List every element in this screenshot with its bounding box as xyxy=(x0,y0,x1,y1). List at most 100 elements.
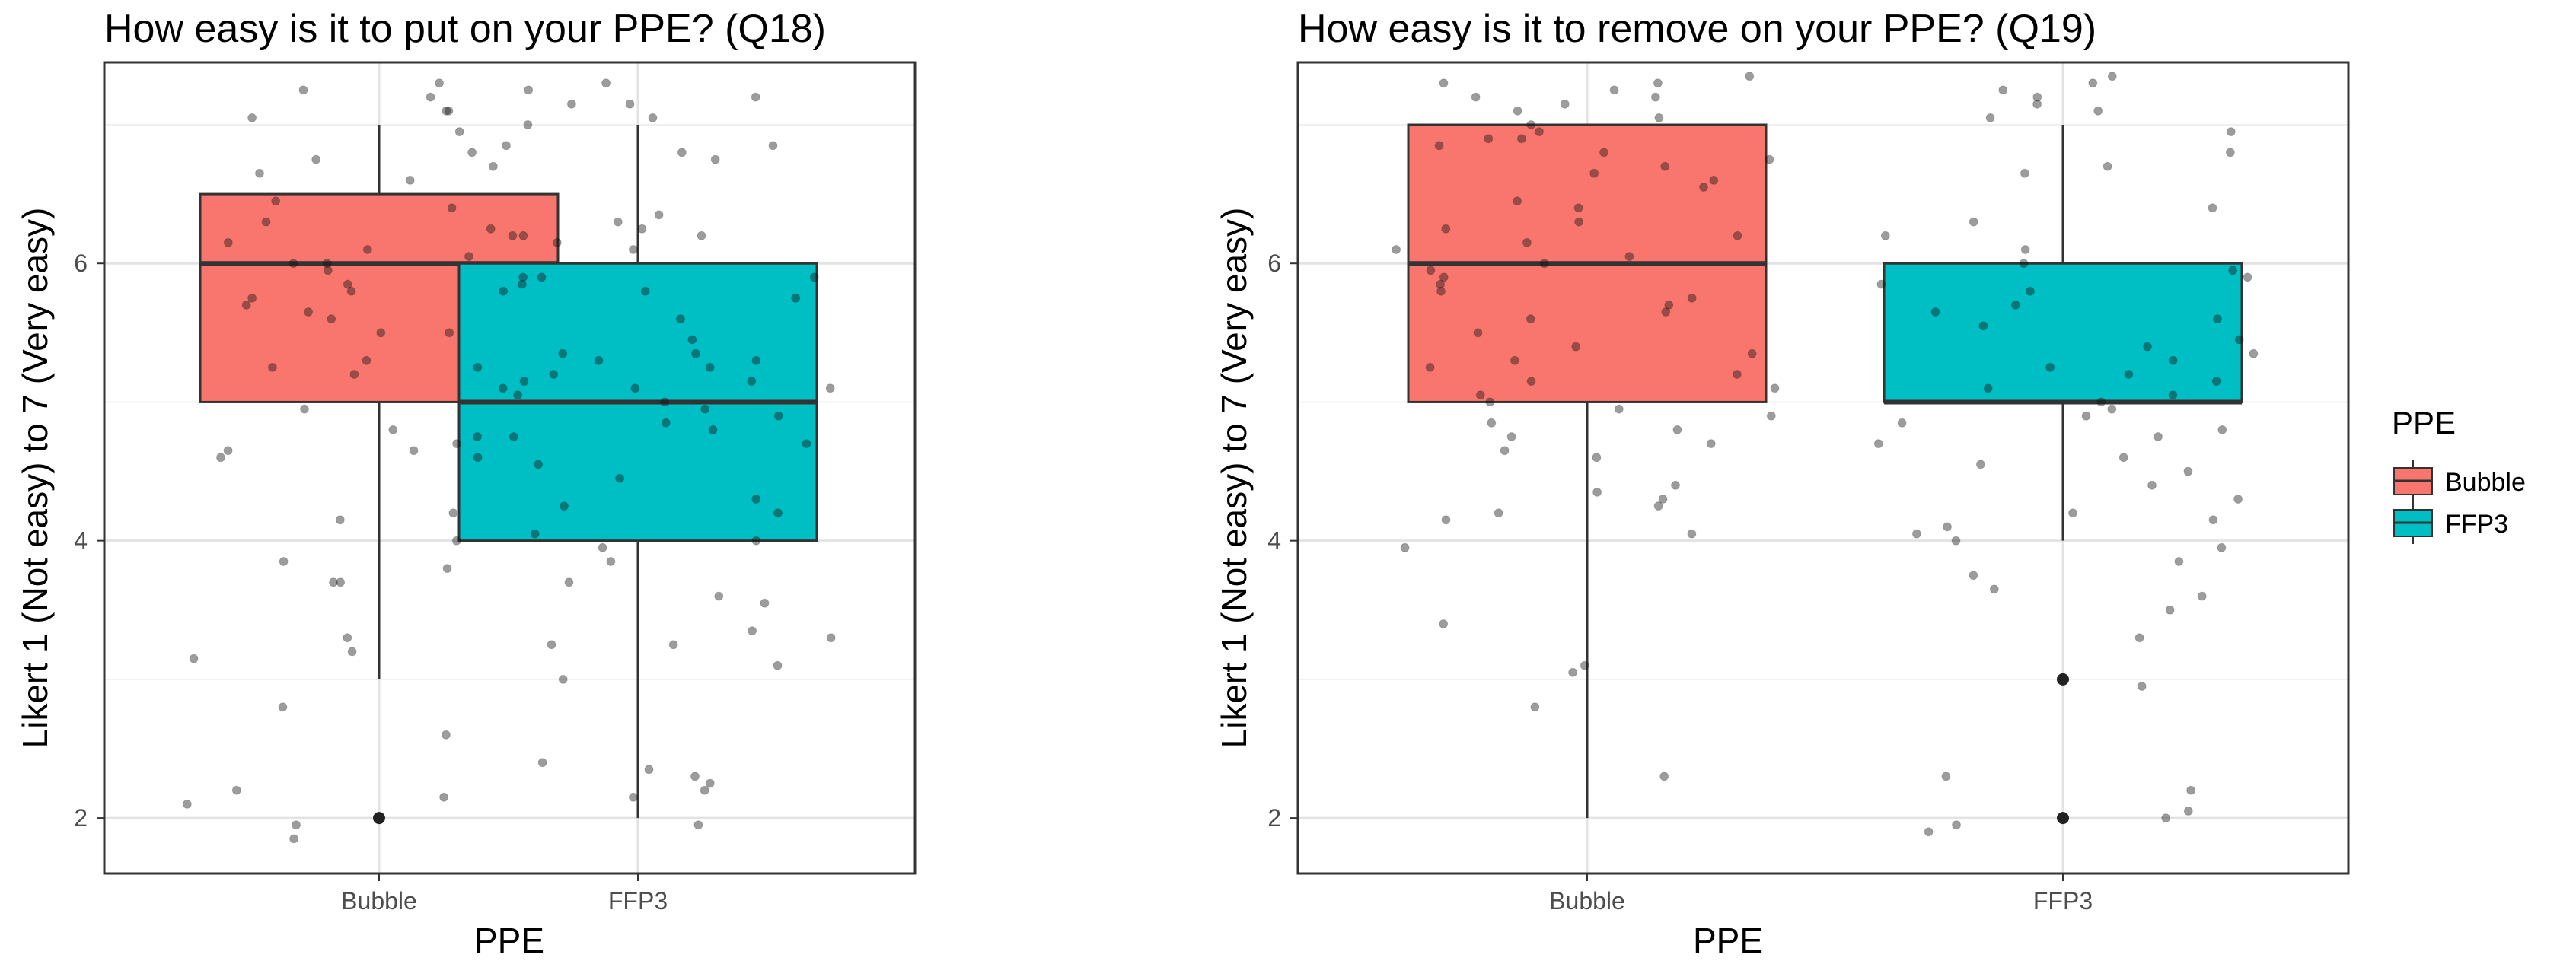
jitter-point-ffp3 xyxy=(2165,605,2175,615)
outlier-point-ffp3 xyxy=(2057,673,2069,686)
jitter-point-ffp3 xyxy=(691,348,700,358)
plot-panel-q18: 2 4 6 xyxy=(74,61,917,881)
jitter-point-bubble xyxy=(566,99,576,109)
jitter-point-ffp3 xyxy=(1924,827,1934,837)
jitter-point-bubble xyxy=(327,314,336,324)
jitter-point-bubble xyxy=(1687,293,1697,303)
jitter-point-ffp3 xyxy=(1943,522,1952,532)
jitter-point-bubble xyxy=(452,439,462,449)
jitter-point-ffp3 xyxy=(693,820,703,830)
jitter-point-ffp3 xyxy=(773,411,783,421)
jitter-point-bubble xyxy=(523,120,533,129)
jitter-point-bubble xyxy=(426,92,435,102)
jitter-point-bubble xyxy=(1500,446,1510,456)
jitter-point-ffp3 xyxy=(2096,397,2106,407)
jitter-point-ffp3 xyxy=(1985,113,1995,122)
y-tick-label-2-q19: 2 xyxy=(1267,804,1281,832)
jitter-point-bubble xyxy=(323,266,333,275)
x-axis-title-q19: PPE xyxy=(1693,921,1763,960)
jitter-point-ffp3 xyxy=(2168,390,2178,400)
jitter-point-ffp3 xyxy=(697,231,706,240)
jitter-point-ffp3 xyxy=(549,370,559,379)
jitter-point-bubble xyxy=(343,279,352,289)
jitter-point-ffp3 xyxy=(2217,542,2227,552)
jitter-point-ffp3 xyxy=(2019,259,2029,269)
jitter-point-bubble xyxy=(376,328,386,338)
jitter-point-ffp3 xyxy=(714,591,724,601)
jitter-point-ffp3 xyxy=(613,217,623,227)
jitter-point-bubble xyxy=(1747,348,1757,358)
jitter-point-ffp3 xyxy=(537,758,547,768)
legend-label-ffp3: FFP3 xyxy=(2445,510,2508,539)
jitter-point-bubble xyxy=(473,362,483,372)
jitter-point-bubble xyxy=(347,647,357,657)
jitter-point-bubble xyxy=(537,272,547,282)
jitter-point-bubble xyxy=(1441,515,1451,525)
jitter-point-bubble xyxy=(1659,772,1669,781)
jitter-point-bubble xyxy=(1494,508,1503,518)
jitter-point-ffp3 xyxy=(677,148,687,157)
x-tick-label-bubble-q18: Bubble xyxy=(341,887,417,915)
box-ffp3 xyxy=(1883,262,2243,403)
jitter-point-ffp3 xyxy=(630,383,640,393)
jitter-point-ffp3 xyxy=(751,92,760,102)
jitter-point-ffp3 xyxy=(690,772,700,781)
jitter-point-bubble xyxy=(547,640,556,650)
jitter-point-bubble xyxy=(1400,542,1410,552)
jitter-point-ffp3 xyxy=(675,314,685,324)
jitter-point-bubble xyxy=(518,272,528,282)
y-tick-label-2-q18: 2 xyxy=(74,804,88,832)
jitter-point-ffp3 xyxy=(700,785,709,795)
jitter-point-bubble xyxy=(189,654,199,663)
jitter-point-ffp3 xyxy=(2186,785,2196,795)
jitter-point-bubble xyxy=(278,702,288,712)
jitter-point-ffp3 xyxy=(1998,85,2008,95)
jitter-point-ffp3 xyxy=(2137,682,2147,691)
jitter-point-bubble xyxy=(498,383,508,393)
jitter-point-bubble xyxy=(1671,480,1680,490)
jitter-point-ffp3 xyxy=(661,418,671,428)
jitter-point-bubble xyxy=(1589,168,1599,178)
jitter-point-bubble xyxy=(335,515,345,525)
jitter-point-ffp3 xyxy=(441,730,451,740)
jitter-point-ffp3 xyxy=(700,404,710,414)
jitter-point-ffp3 xyxy=(2020,245,2030,254)
jitter-point-ffp3 xyxy=(809,272,819,282)
jitter-point-bubble xyxy=(1574,217,1584,227)
jitter-point-ffp3 xyxy=(751,355,761,365)
jitter-point-ffp3 xyxy=(773,660,783,670)
jitter-point-bubble xyxy=(508,231,518,240)
legend: PPE Bubble FFP3 xyxy=(2392,405,2526,544)
jitter-point-bubble xyxy=(1687,529,1697,539)
jitter-point-ffp3 xyxy=(1911,529,1921,539)
jitter-point-bubble xyxy=(444,106,454,116)
jitter-point-ffp3 xyxy=(1930,307,1940,317)
jitter-point-ffp3 xyxy=(748,626,757,636)
jitter-point-ffp3 xyxy=(606,557,616,566)
jitter-point-ffp3 xyxy=(773,508,783,518)
jitter-point-bubble xyxy=(1487,418,1497,428)
jitter-point-bubble xyxy=(1609,85,1619,95)
jitter-point-ffp3 xyxy=(2154,432,2163,441)
jitter-point-ffp3 xyxy=(1876,279,1886,289)
jitter-point-bubble xyxy=(182,799,192,809)
jitter-point-bubble xyxy=(1471,92,1481,102)
y-axis-title-q19: Likert 1 (Not easy) to 7 (Very easy) xyxy=(1214,208,1254,749)
jitter-point-ffp3 xyxy=(668,640,678,650)
jitter-point-ffp3 xyxy=(2010,300,2020,310)
jitter-point-ffp3 xyxy=(594,355,604,365)
jitter-point-ffp3 xyxy=(560,501,569,511)
jitter-point-ffp3 xyxy=(628,792,638,802)
jitter-point-ffp3 xyxy=(625,99,635,109)
jitter-point-bubble xyxy=(346,286,356,296)
jitter-point-bubble xyxy=(1522,237,1532,247)
jitter-point-bubble xyxy=(1560,99,1570,109)
jitter-point-bubble xyxy=(1661,307,1671,317)
jitter-point-bubble xyxy=(271,196,281,206)
y-tick-label-6-q18: 6 xyxy=(74,250,88,277)
jitter-point-ffp3 xyxy=(1969,217,1978,227)
jitter-point-bubble xyxy=(343,633,352,643)
x-tick-label-bubble-q19: Bubble xyxy=(1549,887,1625,915)
jitter-point-bubble xyxy=(1436,279,1446,289)
jitter-point-ffp3 xyxy=(2025,286,2035,296)
